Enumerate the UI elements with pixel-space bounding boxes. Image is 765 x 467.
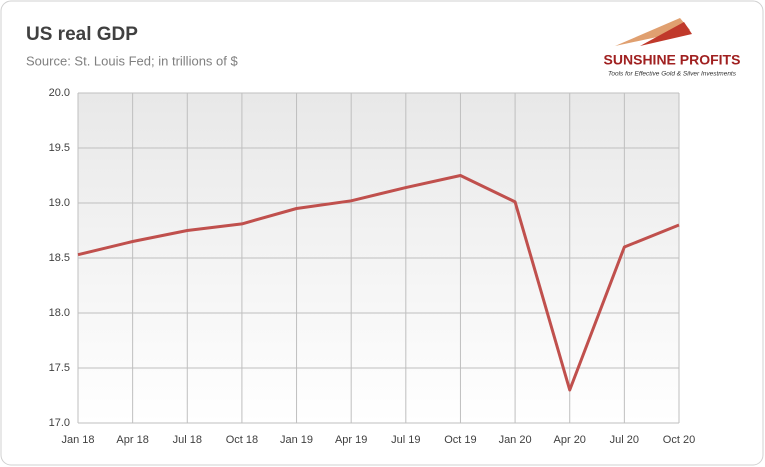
x-tick-label: Jul 18: [173, 434, 202, 446]
x-tick-label: Jul 19: [391, 434, 420, 446]
x-tick-label: Jan 19: [280, 434, 313, 446]
x-tick-label: Jan 18: [61, 434, 94, 446]
x-tick-label: Apr 18: [116, 434, 148, 446]
y-tick-label: 20.0: [49, 87, 70, 99]
chart-title: US real GDP: [26, 24, 138, 45]
y-tick-label: 17.5: [49, 362, 70, 374]
y-tick-label: 19.5: [49, 142, 70, 154]
x-tick-label: Oct 20: [663, 434, 695, 446]
x-tick-label: Apr 20: [554, 434, 586, 446]
y-tick-label: 19.0: [49, 197, 70, 209]
chart-subtitle: Source: St. Louis Fed; in trillions of $: [26, 53, 238, 68]
data-line: [77, 174, 680, 392]
y-tick-label: 18.0: [49, 307, 70, 319]
x-tick-label: Jan 20: [499, 434, 532, 446]
y-tick-label: 17.0: [49, 417, 70, 429]
brand-name: SUNSHINE PROFITS: [604, 52, 741, 68]
x-tick-label: Oct 18: [226, 434, 258, 446]
logo-rays: [615, 18, 690, 46]
logo: SUNSHINE PROFITS Tools for Effective Gol…: [604, 18, 741, 78]
x-tick-label: Apr 19: [335, 434, 367, 446]
x-tick-label: Oct 19: [444, 434, 476, 446]
logo-rays: [640, 22, 692, 46]
brand-tagline: Tools for Effective Gold & Silver Invest…: [608, 71, 737, 78]
x-tick-label: Jul 20: [610, 434, 639, 446]
y-tick-label: 18.5: [49, 252, 70, 264]
